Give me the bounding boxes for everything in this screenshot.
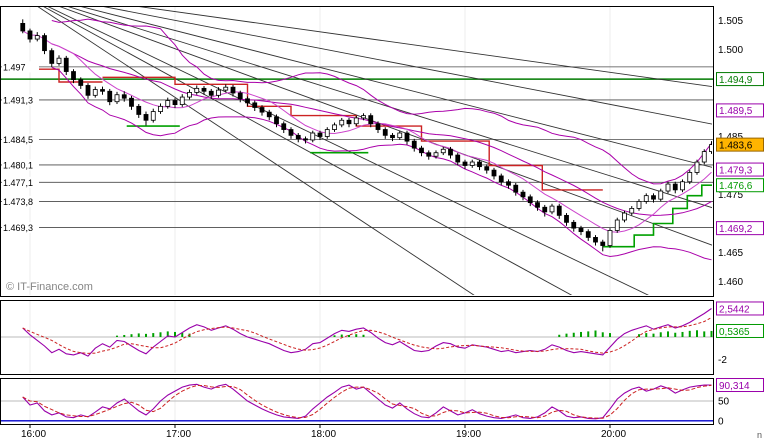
trendline (47, 7, 649, 295)
level-label-bg (2, 61, 39, 73)
time-label-20: 20:00 (601, 429, 627, 440)
stochastic-value-box (716, 378, 764, 393)
level-label: 1.497 (3, 62, 26, 72)
time-label-17: 17:00 (166, 429, 192, 440)
trendline (81, 7, 712, 168)
last-price-box (716, 137, 764, 152)
time-label-16: 16:00 (21, 429, 47, 440)
level-label-bg (2, 176, 39, 188)
level-label: 1.491,3 (3, 95, 33, 105)
stochastic-d-line (22, 384, 712, 419)
value-label: 0,5365 (719, 327, 750, 338)
level-label-bg (2, 222, 39, 234)
scale-label: 50 (718, 397, 730, 408)
value-label: 1.489,5 (719, 106, 753, 117)
scale-label: 1.500 (718, 45, 743, 56)
level-label-bg (2, 159, 39, 171)
bollinger-lower-value-box (716, 221, 764, 236)
axis-note: n (756, 430, 762, 440)
scale-label: 1.505 (718, 16, 743, 27)
green-indicator-value-box (716, 178, 764, 193)
scale-label: 1.465 (718, 248, 743, 259)
scale-label: -2 (718, 355, 727, 366)
value-label: 1.476,6 (719, 181, 753, 192)
oscillator-signal-line (22, 317, 712, 354)
histogram-value-box (716, 323, 764, 338)
value-label: 90,314 (719, 381, 750, 392)
stochastic-scale-labels: 50 0 90,314 (716, 378, 764, 427)
horizontal-levels (1, 66, 713, 228)
pivot-value-box (716, 72, 764, 87)
stochastic-series (1, 383, 713, 422)
main-panel (0, 6, 714, 297)
oscillator-line (22, 308, 712, 357)
bollinger-mid-value-box (716, 162, 764, 177)
oscillator-series (1, 308, 713, 357)
level-label: 1.477,1 (3, 178, 33, 188)
bollinger-upper (51, 18, 712, 185)
scale-label: 1.475 (718, 190, 743, 201)
value-label: 1.494,9 (719, 75, 753, 86)
moving-average (22, 30, 712, 233)
price-scale-labels: 1.505 1.500 1.485 1.475 1.465 1.460 1.494,9 1.4… (716, 16, 764, 288)
bollinger-lower (51, 66, 712, 261)
value-label: 1.479,3 (719, 165, 753, 176)
scale-label: 0 (718, 416, 724, 427)
trendline (37, 7, 475, 295)
watermark: © IT-Finance.com (6, 281, 93, 293)
oscillator-value-box (716, 301, 764, 316)
value-label: 1.469,2 (719, 224, 753, 235)
time-label-18: 18:00 (311, 429, 337, 440)
scale-label: 1.485 (718, 132, 743, 143)
level-label-bg (2, 195, 39, 207)
level-label: 1.484,5 (3, 135, 33, 145)
value-label: 2,5442 (719, 304, 750, 315)
scale-label: 1.460 (718, 277, 743, 288)
bollinger-upper-value-box (716, 103, 764, 118)
trendline (43, 7, 573, 295)
level-label: 1.473,8 (3, 197, 33, 207)
candles (20, 19, 712, 252)
level-label-bg (2, 133, 39, 145)
value-label: 1.483,6 (719, 140, 753, 151)
oscillator-scale-labels: -2 2,5442 0,5365 (716, 301, 764, 366)
trendline (139, 7, 712, 88)
level-label-bg (2, 94, 39, 106)
level-label: 1.480,1 (3, 160, 33, 170)
trendline (103, 7, 712, 125)
level-labels: 1.497 1.491,3 1.484,5 1.480,1 1.477,1 1.473,8… (2, 61, 39, 234)
level-label: 1.469,3 (3, 223, 33, 233)
time-label-19: 19:00 (456, 429, 482, 440)
